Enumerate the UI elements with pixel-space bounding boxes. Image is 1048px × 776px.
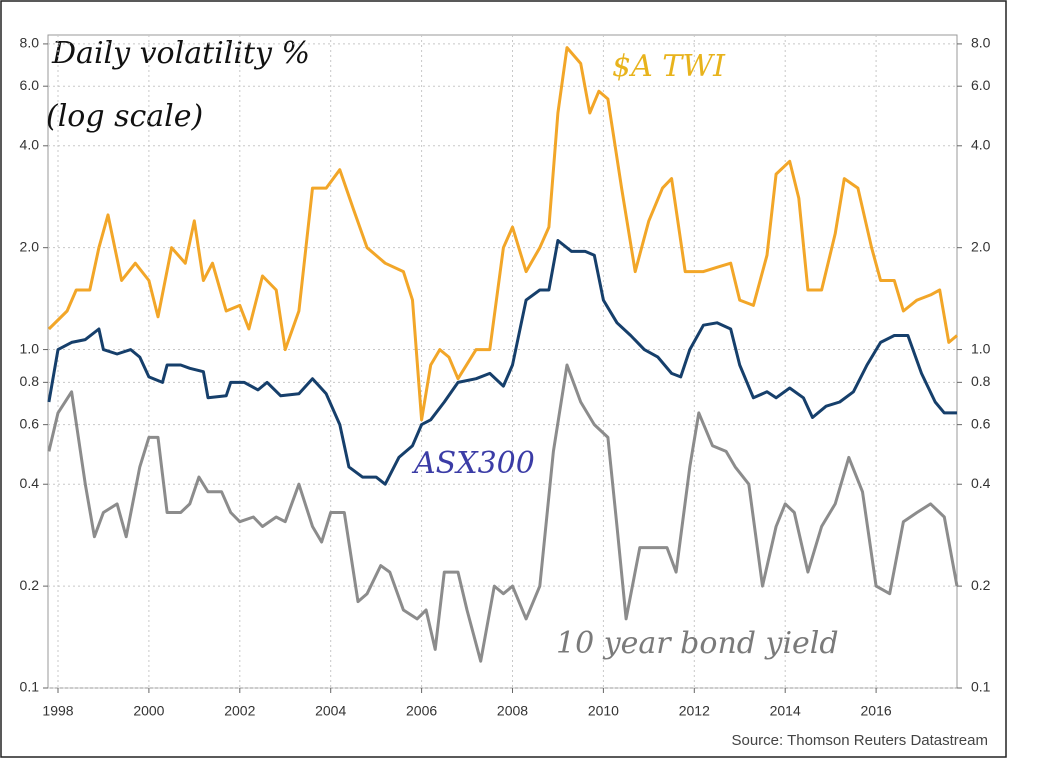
series-line xyxy=(47,363,959,663)
x-tick-label: 2012 xyxy=(679,703,710,719)
frame xyxy=(0,0,1007,758)
x-tick-label: 2000 xyxy=(133,703,164,719)
series-line xyxy=(47,46,958,422)
y-tick-label: 4.0 xyxy=(20,136,40,152)
y2-tick-label: 0.1 xyxy=(971,679,991,695)
plot-area xyxy=(47,34,958,689)
y2-tick-label: 0.6 xyxy=(971,415,991,431)
y2-tick-label: 0.4 xyxy=(971,475,991,491)
y-tick-label: 0.1 xyxy=(20,679,40,695)
y-tick-label: 0.8 xyxy=(20,373,40,389)
y2-tick-label: 1.0 xyxy=(971,340,991,356)
x-tick-label: 2016 xyxy=(861,703,892,719)
series-label: 10 year bond yield xyxy=(556,626,839,661)
series-line xyxy=(47,239,957,486)
marks: $A TWI ASX300 10 year bond yield xyxy=(47,46,959,663)
x-tick-label: 2010 xyxy=(588,703,619,719)
series-label: ASX300 xyxy=(411,446,535,481)
y-tick-label: 1.0 xyxy=(20,340,40,356)
y2-tick-label: 0.2 xyxy=(971,577,991,593)
y-tick-label: 0.4 xyxy=(20,475,40,491)
x-tick-label: 2014 xyxy=(770,703,801,719)
chart-subtitle: (log scale) xyxy=(46,99,203,134)
y-tick-label: 0.2 xyxy=(20,577,40,593)
y-tick-label: 6.0 xyxy=(20,77,40,93)
y2-tick-label: 2.0 xyxy=(971,238,991,254)
series-label: $A TWI xyxy=(612,49,726,84)
chart-title: Daily volatility % xyxy=(51,36,310,71)
y2-tick-label: 6.0 xyxy=(971,77,991,93)
x-tick-label: 2006 xyxy=(406,703,437,719)
y2-tick-label: 8.0 xyxy=(971,35,991,51)
source: Source: Thomson Reuters Datastream xyxy=(731,732,988,749)
x-tick-label: 2004 xyxy=(315,703,346,719)
y-tick-label: 0.6 xyxy=(20,415,40,431)
x-tick-label: 1998 xyxy=(42,703,73,719)
y-tick-label: 8.0 xyxy=(20,35,40,51)
y-tick-label: 2.0 xyxy=(20,238,40,254)
y2-tick-label: 0.8 xyxy=(971,373,991,389)
y2-tick-label: 4.0 xyxy=(971,136,991,152)
x-tick-label: 2002 xyxy=(224,703,255,719)
x-tick-label: 2008 xyxy=(497,703,528,719)
